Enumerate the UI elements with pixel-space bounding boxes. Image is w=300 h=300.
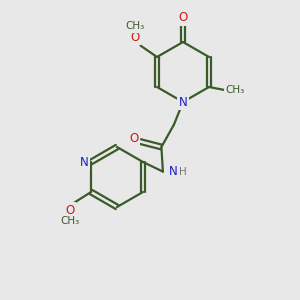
Text: O: O bbox=[130, 31, 140, 44]
Text: CH₃: CH₃ bbox=[226, 85, 245, 95]
Text: CH₃: CH₃ bbox=[60, 216, 80, 226]
Text: O: O bbox=[129, 132, 138, 145]
Text: H: H bbox=[179, 167, 187, 177]
Text: N: N bbox=[80, 155, 89, 169]
Text: O: O bbox=[65, 203, 75, 217]
Text: N: N bbox=[178, 95, 188, 109]
Text: N: N bbox=[169, 165, 178, 178]
Text: CH₃: CH₃ bbox=[125, 21, 145, 31]
Text: O: O bbox=[178, 11, 188, 24]
